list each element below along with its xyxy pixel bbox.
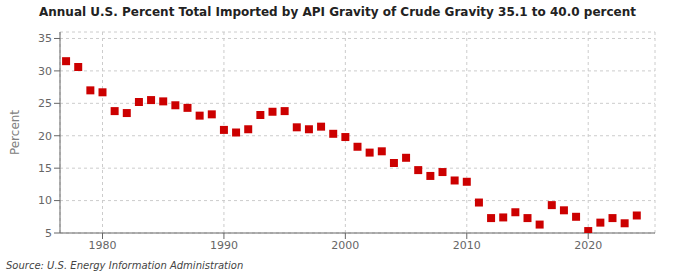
svg-text:30: 30 (38, 65, 52, 78)
html-text:Annual U.S. Percent Total Impo: Annual U.S. Percent Total Imported by AP… (39, 5, 636, 19)
svg-text:20: 20 (38, 130, 52, 143)
svg-text:35: 35 (38, 32, 52, 45)
svg-text:1990: 1990 (210, 239, 238, 252)
svg-text:Percent: Percent (8, 110, 22, 155)
html-text:Source: U.S. Energy Informatio: Source: U.S. Energy Information Administ… (6, 260, 244, 271)
svg-text:5: 5 (45, 227, 52, 240)
svg-text:2000: 2000 (331, 239, 359, 252)
svg-text:10: 10 (38, 194, 52, 207)
svg-text:15: 15 (38, 162, 52, 175)
svg-text:2020: 2020 (574, 239, 602, 252)
svg-text:1980: 1980 (89, 239, 117, 252)
svg-text:25: 25 (38, 97, 52, 110)
svg-text:2010: 2010 (453, 239, 481, 252)
